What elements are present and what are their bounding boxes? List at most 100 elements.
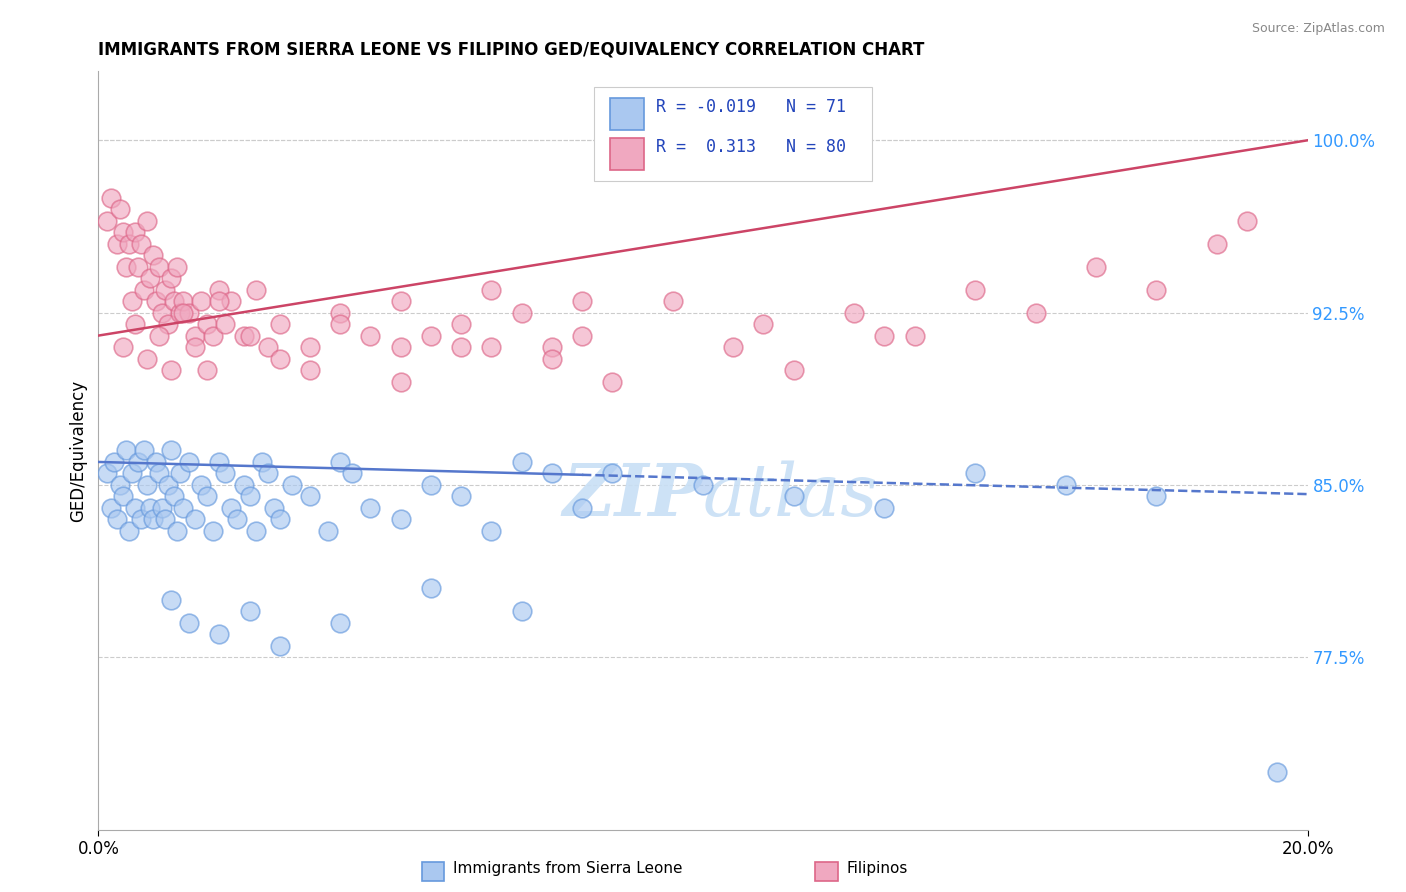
Point [208, 294, 231, 309]
Point [202, 524, 225, 538]
Point [118, 236, 141, 251]
Point [135, 213, 157, 227]
Point [105, 236, 128, 251]
Text: atlas: atlas [703, 460, 879, 532]
Point [510, 305, 533, 319]
Point [142, 512, 165, 526]
Point [169, 305, 191, 319]
Point [510, 604, 533, 618]
Point [481, 340, 503, 354]
Point [661, 294, 683, 309]
Point [124, 225, 146, 239]
Point [752, 317, 775, 331]
Point [571, 328, 593, 343]
Point [1236, 213, 1258, 227]
Point [166, 260, 188, 274]
Point [226, 512, 249, 526]
Point [111, 340, 134, 354]
Point [232, 478, 254, 492]
Point [172, 305, 194, 319]
Text: R = -0.019   N = 71: R = -0.019 N = 71 [655, 98, 846, 116]
Point [163, 490, 186, 504]
Point [96, 467, 118, 481]
Point [360, 500, 382, 515]
Point [1146, 490, 1168, 504]
Point [190, 478, 212, 492]
Point [256, 467, 278, 481]
Point [150, 305, 173, 319]
Point [179, 615, 201, 630]
Point [1146, 283, 1168, 297]
Point [723, 340, 745, 354]
Point [208, 627, 231, 641]
Point [139, 500, 162, 515]
Point [450, 317, 472, 331]
Point [160, 271, 183, 285]
Y-axis label: GED/Equivalency: GED/Equivalency [69, 379, 87, 522]
Point [245, 283, 267, 297]
Text: R =  0.313   N = 80: R = 0.313 N = 80 [655, 138, 846, 156]
Point [360, 328, 382, 343]
Point [195, 490, 218, 504]
Point [121, 294, 143, 309]
Point [202, 328, 225, 343]
Point [389, 375, 412, 389]
Point [965, 467, 987, 481]
Point [172, 500, 194, 515]
Point [214, 467, 236, 481]
Point [510, 455, 533, 469]
Point [135, 351, 157, 366]
Point [783, 490, 806, 504]
Point [221, 294, 243, 309]
Point [153, 512, 176, 526]
Text: Source: ZipAtlas.com: Source: ZipAtlas.com [1251, 22, 1385, 36]
Point [132, 283, 155, 297]
Point [329, 615, 352, 630]
Point [179, 455, 201, 469]
Point [844, 305, 866, 319]
Point [184, 512, 207, 526]
Point [540, 340, 562, 354]
Point [281, 478, 304, 492]
Point [239, 604, 262, 618]
Point [873, 328, 896, 343]
Point [160, 443, 183, 458]
Point [111, 225, 134, 239]
Point [118, 524, 141, 538]
Point [239, 490, 262, 504]
Point [269, 512, 291, 526]
Point [184, 328, 207, 343]
Text: ZIP: ZIP [562, 460, 703, 532]
Point [153, 283, 176, 297]
Point [163, 294, 186, 309]
Point [108, 478, 131, 492]
Point [124, 317, 146, 331]
Point [121, 467, 143, 481]
Point [150, 500, 173, 515]
Point [179, 305, 201, 319]
Point [602, 375, 624, 389]
Point [169, 467, 191, 481]
Point [145, 455, 167, 469]
Point [1206, 236, 1229, 251]
Point [124, 500, 146, 515]
Point [299, 340, 322, 354]
Point [389, 294, 412, 309]
Point [481, 283, 503, 297]
Point [540, 351, 562, 366]
Point [135, 478, 157, 492]
Point [329, 305, 352, 319]
Text: IMMIGRANTS FROM SIERRA LEONE VS FILIPINO GED/EQUIVALENCY CORRELATION CHART: IMMIGRANTS FROM SIERRA LEONE VS FILIPINO… [98, 41, 925, 59]
Point [571, 294, 593, 309]
Point [420, 478, 443, 492]
Point [103, 455, 125, 469]
Point [195, 317, 218, 331]
Point [160, 592, 183, 607]
Point [873, 500, 896, 515]
Text: Immigrants from Sierra Leone: Immigrants from Sierra Leone [453, 862, 682, 876]
Point [602, 467, 624, 481]
Point [269, 317, 291, 331]
Point [148, 260, 170, 274]
Point [156, 317, 179, 331]
Point [111, 490, 134, 504]
